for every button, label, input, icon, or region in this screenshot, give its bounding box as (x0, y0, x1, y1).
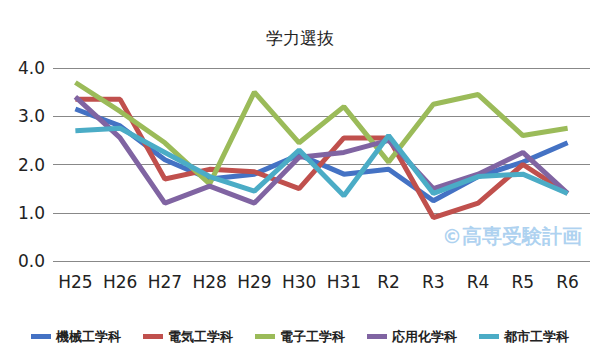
svg-text:0.0: 0.0 (18, 251, 45, 271)
svg-text:H27: H27 (148, 272, 182, 292)
svg-text:機械工学科: 機械工学科 (55, 329, 121, 344)
svg-text:R3: R3 (422, 272, 445, 292)
svg-text:H30: H30 (282, 272, 316, 292)
svg-text:R4: R4 (467, 272, 490, 292)
svg-text:4.0: 4.0 (18, 58, 45, 78)
svg-text:R6: R6 (556, 272, 579, 292)
svg-text:R2: R2 (377, 272, 400, 292)
svg-text:R5: R5 (512, 272, 535, 292)
svg-text:H25: H25 (58, 272, 92, 292)
svg-text:1.0: 1.0 (18, 203, 45, 223)
svg-text:H31: H31 (327, 272, 361, 292)
svg-text:電子工学科: 電子工学科 (280, 329, 345, 344)
svg-text:©高専受験計画: ©高専受験計画 (442, 224, 582, 248)
svg-text:3.0: 3.0 (18, 106, 45, 126)
svg-text:学力選抜: 学力選抜 (266, 28, 334, 48)
svg-text:電気工学科: 電気工学科 (168, 329, 233, 344)
svg-text:2.0: 2.0 (18, 155, 45, 175)
svg-text:H28: H28 (192, 272, 226, 292)
svg-text:都市工学科: 都市工学科 (503, 329, 569, 344)
svg-text:H26: H26 (103, 272, 137, 292)
svg-text:応用化学科: 応用化学科 (391, 329, 457, 344)
svg-text:H29: H29 (237, 272, 271, 292)
